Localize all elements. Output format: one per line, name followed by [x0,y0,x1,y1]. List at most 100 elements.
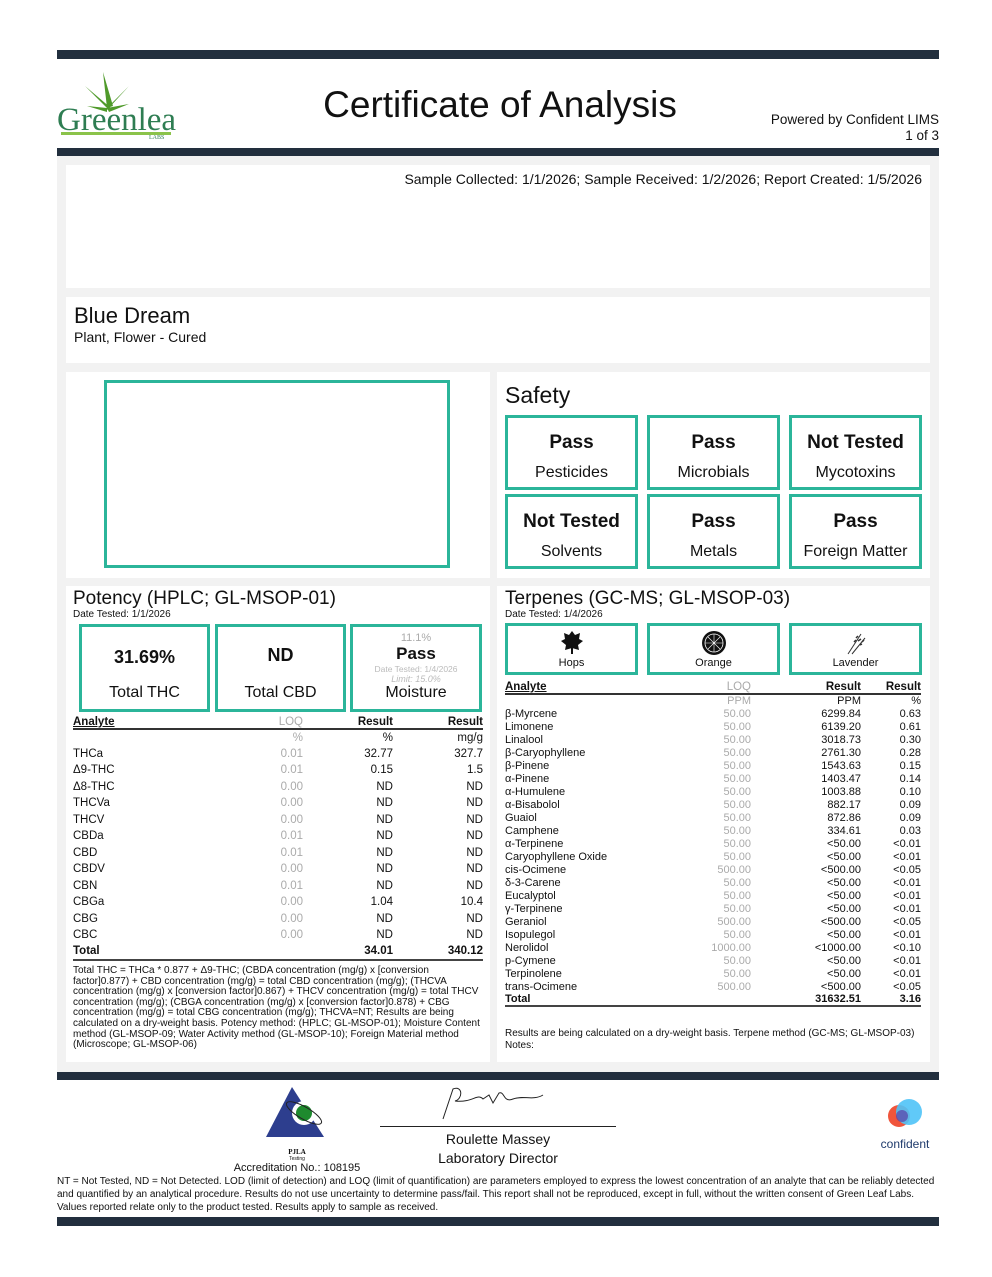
result-value: ND [376,929,393,942]
table-row: Isopulegol 50.00 <50.00 <0.01 [505,928,921,941]
loq-value: 50.00 [723,824,751,837]
cannabis-leaf-icon: Greenleaf LABS [57,72,187,141]
safety-label: Mycotoxins [815,464,896,481]
result-value: ND [376,780,393,793]
table-row: CBDa 0.01 ND ND [73,828,483,845]
result-value: 32.77 [364,747,393,760]
table-row: THCV 0.00 ND ND [73,812,483,829]
result-value-2: 0.30 [899,733,921,746]
analyte-name: CBDV [73,863,105,876]
table-header-row: Analyte LOQ Result Result [73,716,483,730]
loq-value: 50.00 [723,889,751,902]
confident-logo: confident [870,1098,940,1151]
safety-solvents-box: Not Tested Solvents [505,494,638,569]
analyte-name: α-Pinene [505,772,550,785]
result-value: <50.00 [827,954,861,967]
result-value-2: 0.15 [899,759,921,772]
aroma-label: Orange [695,657,732,669]
analyte-name: α-Humulene [505,785,566,798]
powered-by: Powered by Confident LIMS [770,112,939,127]
table-row: γ-Terpinene 50.00 <50.00 <0.01 [505,902,921,915]
accreditation-number: Accreditation No.: 108195 [233,1162,361,1174]
loq-value: 500.00 [717,915,751,928]
result-value: <50.00 [827,850,861,863]
safety-mycotoxins-box: Not Tested Mycotoxins [789,415,922,490]
result-value-2: <0.01 [893,967,921,980]
result-value: ND [376,912,393,925]
table-row: Geraniol 500.00 <500.00 <0.05 [505,915,921,928]
safety-result: Not Tested [523,511,620,532]
result-value: <50.00 [827,876,861,889]
result-value-2: <0.01 [893,902,921,915]
loq-value: 0.01 [280,764,303,777]
result-value-2: 0.14 [899,772,921,785]
result-value: ND [376,846,393,859]
table-row: CBGa 0.00 1.04 10.4 [73,894,483,911]
table-row: β-Caryophyllene 50.00 2761.30 0.28 [505,746,921,759]
analyte-name: γ-Terpinene [505,902,563,915]
analyte-name: p-Cymene [505,954,556,967]
result-value-2: 327.7 [454,747,483,760]
unit-cell: % [382,731,393,744]
result-value-2: <0.10 [893,941,921,954]
safety-pesticides-box: Pass Pesticides [505,415,638,490]
loq-value: 50.00 [723,967,751,980]
result-value-2: <0.01 [893,889,921,902]
analyte-name: Δ8-THC [73,780,115,793]
signature-block: Roulette Massey Laboratory Director [380,1085,616,1168]
loq-value: 0.00 [280,813,303,826]
table-row: CBC 0.00 ND ND [73,927,483,944]
aroma-label: Lavender [832,657,879,669]
analyte-name: CBN [73,879,98,892]
result-value: 882.17 [827,798,861,811]
result-value: <1000.00 [814,941,861,954]
top-bar [57,50,939,59]
result-value-2: 0.09 [899,798,921,811]
analyte-name: β-Pinene [505,759,550,772]
table-row: β-Pinene 50.00 1543.63 0.15 [505,759,921,772]
pjla-badge: PJLA Testing Accreditation No.: 108195 [232,1085,362,1174]
analyte-name: Caryophyllene Oxide [505,850,608,863]
unit-cell: % [911,695,921,707]
analyte-name: Eucalyptol [505,889,556,902]
analyte-name: Geraniol [505,915,547,928]
result-value-2: 0.61 [899,720,921,733]
potency-date: Date Tested: 1/1/2026 [73,609,171,620]
footer-bar [57,1072,939,1080]
loq-value: 0.00 [280,797,303,810]
column-header: Analyte [73,716,253,730]
result-value: 1543.63 [821,759,861,772]
analyte-name: cis-Ocimene [505,863,567,876]
units-row: %% mg/g [73,729,483,746]
total-cell [701,993,751,1007]
analyte-name: Terpinolene [505,967,562,980]
result-value-2: 10.4 [460,896,483,909]
total-row: Total 34.01 340.12 [73,943,483,961]
image-panel [66,372,490,578]
loq-value: 50.00 [723,954,751,967]
total-cell: Total [505,993,701,1007]
result-value-2: 0.28 [899,746,921,759]
loq-value: 50.00 [723,928,751,941]
loq-value: 0.00 [280,929,303,942]
analyte-name: CBGa [73,896,105,909]
signer-name: Roulette Massey [445,1131,551,1147]
total-cell: 340.12 [393,943,483,961]
loq-value: 0.01 [280,846,303,859]
moisture-value: 11.1% [400,632,432,644]
safety-result: Pass [691,432,736,453]
analyte-name: Isopulegol [505,928,556,941]
analyte-name: Camphene [505,824,559,837]
product-panel: Blue Dream Plant, Flower - Cured [66,297,930,363]
unit-cell [505,694,701,707]
loq-value: 0.01 [280,879,303,892]
analyte-name: α-Terpinene [505,837,564,850]
pjla-sub: Testing [289,1156,305,1162]
terpenes-table: Analyte LOQ Result Result PPM PPM% β-Myrcene 50… [505,681,921,1007]
table-row: THCa 0.01 32.77 327.7 [73,746,483,763]
safety-result: Pass [691,511,736,532]
result-value: 872.86 [827,811,861,824]
page-title: Certificate of Analysis [323,84,677,125]
result-value: <500.00 [820,915,861,928]
terpenes-panel: Terpenes (GC-MS; GL-MSOP-03) Date Tested… [497,586,930,1062]
